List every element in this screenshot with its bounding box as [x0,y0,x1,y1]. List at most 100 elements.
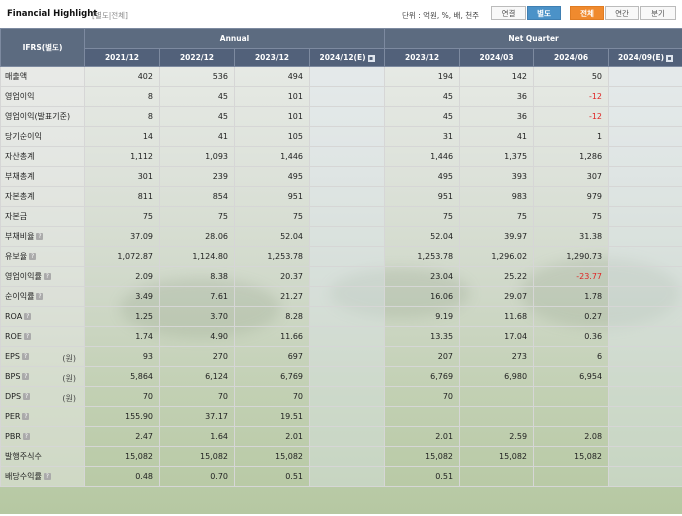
value-cell: 3.49 [84,286,160,307]
value-cell: 0.70 [159,466,235,487]
estimate-info-icon[interactable]: ▪ [666,54,674,62]
value-cell [308,266,386,287]
value-cell: 23.04 [384,266,461,287]
value-cell: 207 [384,346,461,367]
value-cell [308,346,386,367]
value-cell: 17.04 [459,326,535,347]
value-cell [608,126,682,147]
value-cell: 25.22 [459,266,535,287]
value-cell: 15,082 [84,446,160,467]
help-icon[interactable]: ? [43,473,51,480]
row-label: 순이익률 [5,292,35,301]
estimate-info-icon[interactable]: ▪ [367,54,375,62]
column-header: 2024/06 [533,48,610,67]
help-icon[interactable]: ? [23,333,31,340]
tab-all[interactable]: 전체 [570,6,604,20]
header-bar: Financial Highlight [별도|전체] 단위 : 억원, %, … [0,0,682,28]
value-cell: 393 [459,166,535,187]
value-cell: 14 [84,126,160,147]
value-cell: 1,296.02 [459,246,535,267]
tab-consolidated[interactable]: 연결 [491,6,526,20]
row-label-cell: 당기순이익 [0,126,85,147]
help-icon[interactable]: ? [23,393,31,400]
unit-label: 단위 : 억원, %, 배, 천주 [402,11,480,20]
value-cell: 41 [459,126,535,147]
row-label-cell: EPS? (원) [0,346,85,367]
value-cell: 301 [84,166,160,187]
value-cell: 41 [159,126,235,147]
table-row: ROA? 1.25 3.70 8.28 9.19 11.68 0.27 [0,306,682,327]
value-cell: 11.68 [459,306,535,327]
value-cell: 1,093 [159,146,235,167]
value-cell: 270 [159,346,235,367]
value-cell: 155.90 [84,406,160,427]
tab-quarterly[interactable]: 분기 [640,6,676,20]
value-cell [608,306,682,327]
value-cell: 495 [234,166,310,187]
value-cell: 0.51 [234,466,310,487]
value-cell: 101 [234,106,310,127]
value-cell: 951 [234,186,310,207]
row-label-cell: 자산총계 [0,146,85,167]
value-cell [608,206,682,227]
row-label: EPS [5,352,20,361]
value-cell: 2.01 [384,426,461,447]
tab-annual[interactable]: 연간 [605,6,639,20]
help-icon[interactable]: ? [43,273,51,280]
value-cell [308,446,386,467]
value-cell: 1.74 [84,326,160,347]
help-icon[interactable]: ? [24,313,32,320]
help-icon[interactable]: ? [36,233,44,240]
column-header: 2024/12(E) ▪ [308,48,386,67]
help-icon[interactable]: ? [21,353,29,360]
value-cell: 697 [234,346,310,367]
value-cell [308,186,386,207]
value-cell: 402 [84,66,160,87]
quarter-group-header: Net Quarter [384,28,682,49]
value-cell [459,386,535,407]
table-row: 발행주식수 15,082 15,082 15,082 15,082 15,082 15,08… [0,446,682,467]
row-label: PER [5,412,21,421]
value-cell: 6,954 [533,366,610,387]
value-cell [308,146,386,167]
table-row: 자산총계 1,112 1,093 1,446 1,446 1,375 1,286 [0,146,682,167]
value-cell: 8.38 [159,266,235,287]
value-cell [608,326,682,347]
row-label: ROA [5,312,23,321]
value-cell: 37.17 [159,406,235,427]
value-cell [608,106,682,127]
value-cell: 20.37 [234,266,310,287]
value-cell [308,206,386,227]
value-cell: 2.47 [84,426,160,447]
column-header-label: 2022/12 [179,53,215,62]
table-row: 매출액 402 536 494 194 142 50 [0,66,682,87]
value-cell: 6,124 [159,366,235,387]
value-cell: 19.51 [234,406,310,427]
value-cell: -12 [533,106,610,127]
tab-separate[interactable]: 별도 [527,6,561,20]
value-cell [608,166,682,187]
table-row: EPS? (원) 93 270 697 207 273 6 [0,346,682,367]
value-cell [308,466,386,487]
column-header: 2021/12 [84,48,160,67]
help-icon[interactable]: ? [22,433,30,440]
value-cell: 31.38 [533,226,610,247]
help-icon[interactable]: ? [22,413,30,420]
table-row: 부채비율? 37.09 28.06 52.04 52.04 39.97 31.38 [0,226,682,247]
value-cell [608,186,682,207]
help-icon[interactable]: ? [36,293,44,300]
table-row: DPS? (원) 70 70 70 70 [0,386,682,407]
table-row: 당기순이익 14 41 105 31 41 1 [0,126,682,147]
value-cell: -12 [533,86,610,107]
value-cell: 21.27 [234,286,310,307]
value-cell [608,426,682,447]
row-label-cell: 매출액 [0,66,85,87]
help-icon[interactable]: ? [22,373,30,380]
value-cell: 2.09 [84,266,160,287]
help-icon[interactable]: ? [29,253,37,260]
value-cell: 1,446 [234,146,310,167]
value-cell [608,246,682,267]
row-label: 매출액 [5,72,28,81]
value-cell: 39.97 [459,226,535,247]
column-header: 2023/12 [384,48,461,67]
